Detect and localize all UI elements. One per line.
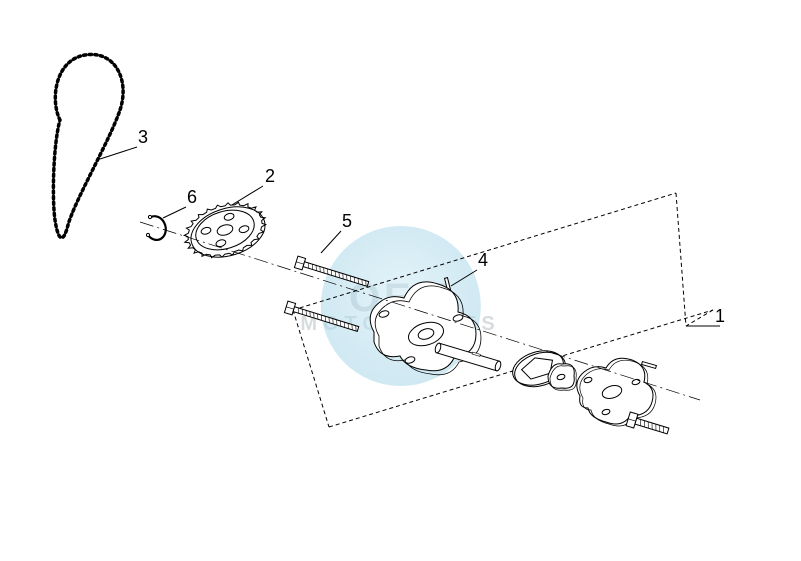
callout-4: 4 — [478, 250, 488, 271]
callout-3: 3 — [138, 127, 148, 148]
diagram-svg — [0, 0, 801, 561]
diagram-canvas: OEM MOTORPARTS 1 2 3 4 5 6 — [0, 0, 801, 561]
callout-2: 2 — [265, 166, 275, 187]
callout-6: 6 — [187, 187, 197, 208]
callout-5: 5 — [342, 211, 352, 232]
callout-1: 1 — [715, 306, 725, 327]
